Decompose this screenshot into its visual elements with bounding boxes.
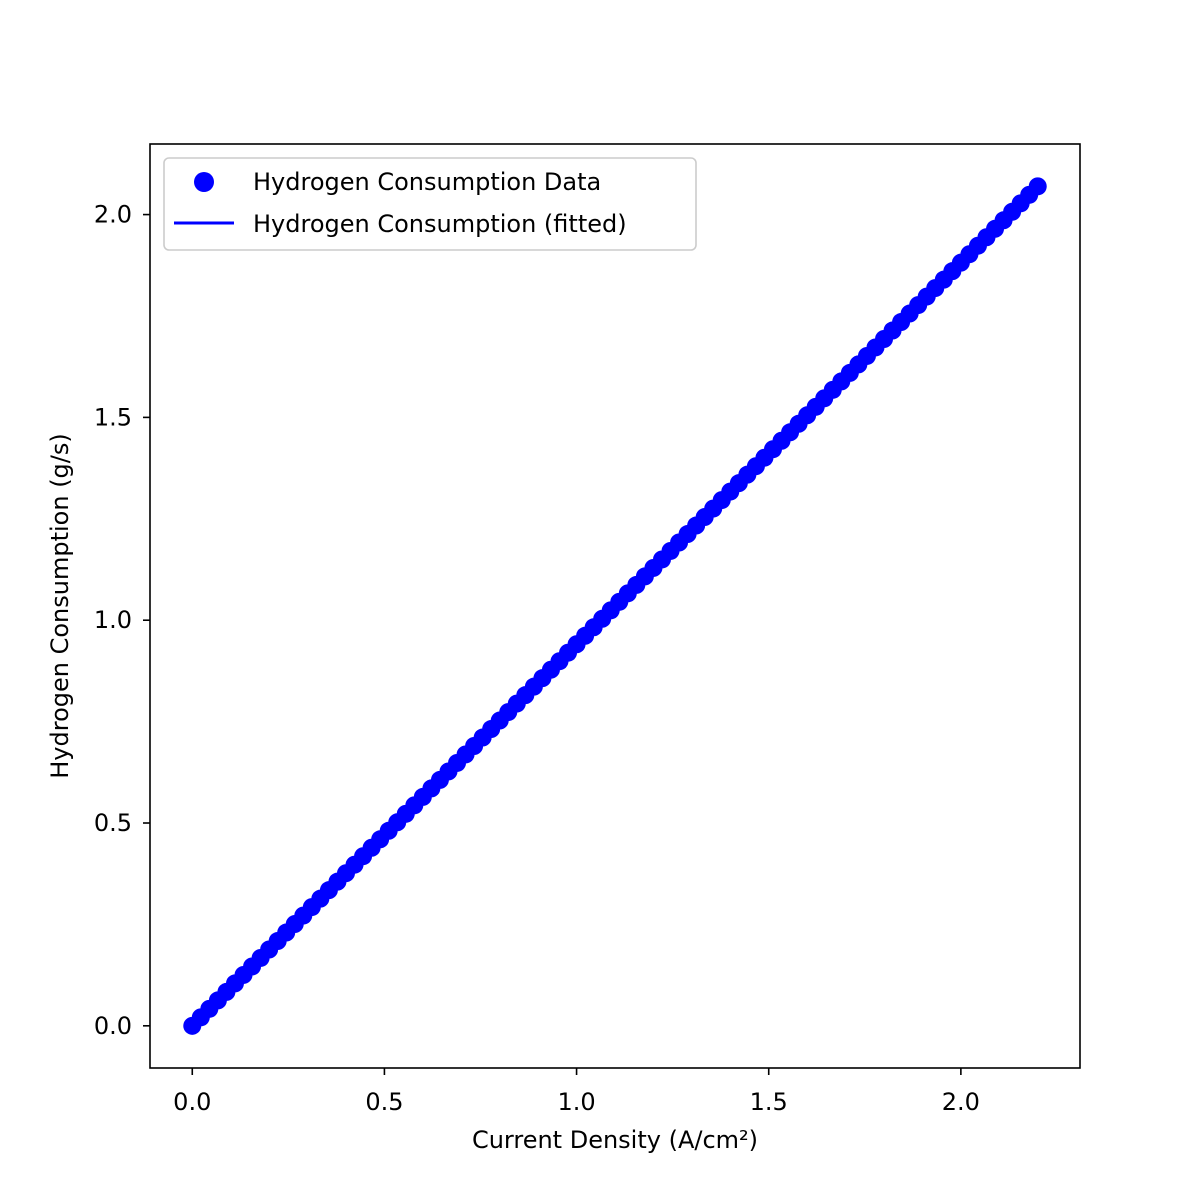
y-tick-label: 1.5 xyxy=(94,403,132,431)
legend-label-data: Hydrogen Consumption Data xyxy=(253,168,601,196)
y-tick-label: 0.0 xyxy=(94,1012,132,1040)
y-tick-label: 1.0 xyxy=(94,606,132,634)
legend-marker-data xyxy=(194,172,214,192)
legend: Hydrogen Consumption Data Hydrogen Consu… xyxy=(163,157,697,251)
y-tick-label: 0.5 xyxy=(94,809,132,837)
x-tick-label: 0.5 xyxy=(365,1088,403,1116)
plot-frame xyxy=(149,143,1081,1069)
legend-label-fitted: Hydrogen Consumption (fitted) xyxy=(253,210,627,238)
x-axis-label: Current Density (A/cm²) xyxy=(472,1126,758,1154)
x-tick-label: 1.5 xyxy=(750,1088,788,1116)
y-axis-label: Hydrogen Consumption (g/s) xyxy=(46,433,74,778)
y-tick-label: 2.0 xyxy=(94,201,132,229)
x-axis-ticks: 0.0 0.5 1.0 1.5 2.0 xyxy=(173,1068,980,1116)
x-tick-label: 0.0 xyxy=(173,1088,211,1116)
legend-box xyxy=(163,157,697,251)
plot-area xyxy=(183,177,1047,1035)
x-tick-label: 2.0 xyxy=(942,1088,980,1116)
data-point xyxy=(1028,177,1047,196)
y-axis-ticks: 0.0 0.5 1.0 1.5 2.0 xyxy=(94,201,150,1040)
x-tick-label: 1.0 xyxy=(557,1088,595,1116)
